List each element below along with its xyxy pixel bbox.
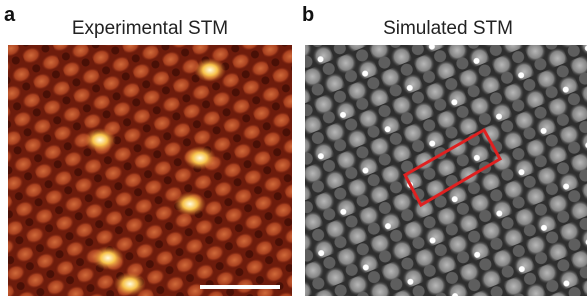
panel-title: Simulated STM: [383, 18, 513, 39]
panel-label: b: [302, 4, 314, 26]
panel-label: a: [4, 4, 16, 26]
stm-image-experimental: [8, 45, 292, 296]
bright-dots: [305, 45, 587, 296]
figure: a Experimental STM b Simulated STM: [0, 0, 587, 296]
lattice: [8, 45, 292, 296]
bright-spot: [114, 272, 146, 296]
bright-spot: [184, 146, 216, 170]
bright-spot: [174, 192, 206, 216]
panel-title: Experimental STM: [72, 18, 228, 39]
bright-spot: [92, 246, 124, 270]
bright-spot: [194, 58, 226, 82]
bright-spot: [84, 128, 116, 152]
stm-image-simulated: [305, 45, 587, 296]
